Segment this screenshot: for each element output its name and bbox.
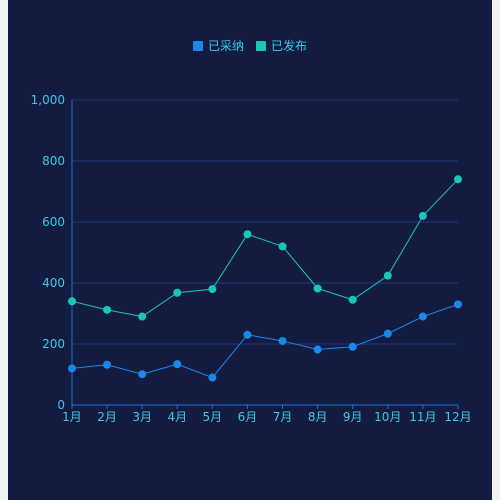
data-point bbox=[418, 312, 427, 321]
x-tick-label: 5月 bbox=[203, 410, 223, 424]
tick-labels: 0 200 400 600 800 1,000 1月 2月 3月 4月 5月 6月 7月 8月 9月 10月 1… bbox=[31, 93, 472, 424]
data-point bbox=[278, 242, 287, 251]
y-tick-label: 0 bbox=[57, 398, 65, 412]
data-point bbox=[68, 364, 76, 373]
data-point bbox=[243, 230, 252, 239]
chart-legend: 已采纳 已发布 bbox=[0, 37, 500, 54]
data-point bbox=[278, 336, 287, 345]
legend-item-adopted[interactable]: 已采纳 bbox=[192, 37, 244, 54]
data-point bbox=[173, 288, 182, 297]
legend-label-published: 已发布 bbox=[271, 39, 308, 53]
series-line-0 bbox=[71, 303, 459, 379]
x-tick-label: 9月 bbox=[343, 410, 363, 424]
x-tick-label: 8月 bbox=[308, 410, 328, 424]
legend-item-published[interactable]: 已发布 bbox=[256, 37, 307, 54]
chart-panel bbox=[8, 0, 492, 500]
axes bbox=[71, 100, 459, 409]
data-point bbox=[208, 285, 217, 294]
x-tick-label: 1月 bbox=[62, 410, 82, 424]
y-tick-label: 600 bbox=[42, 215, 65, 229]
x-tick-label: 12月 bbox=[444, 410, 471, 424]
data-points bbox=[68, 175, 462, 382]
data-point bbox=[103, 360, 112, 369]
data-point bbox=[103, 305, 112, 314]
legend-label-adopted: 已采纳 bbox=[207, 39, 244, 53]
grid-lines bbox=[72, 99, 458, 345]
data-point bbox=[454, 175, 462, 184]
data-point bbox=[208, 373, 217, 382]
data-point bbox=[454, 300, 462, 309]
y-tick-label: 400 bbox=[42, 276, 65, 290]
data-point bbox=[348, 295, 357, 304]
data-point bbox=[138, 312, 147, 321]
x-tick-label: 11月 bbox=[409, 410, 436, 424]
data-point bbox=[173, 360, 182, 369]
x-tick-label: 6月 bbox=[238, 410, 258, 424]
data-point bbox=[243, 330, 252, 339]
data-point bbox=[313, 345, 322, 354]
legend-swatch-adopted bbox=[192, 40, 203, 51]
data-point bbox=[138, 370, 147, 379]
data-point bbox=[313, 284, 322, 293]
y-tick-label: 200 bbox=[42, 337, 65, 351]
x-tick-label: 10月 bbox=[374, 410, 401, 424]
data-point bbox=[68, 297, 76, 306]
y-tick-label: 1,000 bbox=[31, 93, 65, 107]
y-tick-label: 800 bbox=[42, 154, 65, 168]
series-line-1 bbox=[71, 178, 459, 318]
data-point bbox=[348, 342, 357, 351]
legend-swatch-published bbox=[256, 40, 266, 51]
x-tick-label: 7月 bbox=[273, 410, 293, 424]
data-point bbox=[383, 329, 392, 338]
series-lines bbox=[71, 178, 459, 379]
x-tick-label: 2月 bbox=[97, 410, 117, 424]
x-tick-label: 4月 bbox=[167, 410, 187, 424]
data-point bbox=[418, 211, 427, 220]
data-point bbox=[383, 271, 392, 280]
x-tick-label: 3月 bbox=[132, 410, 152, 424]
